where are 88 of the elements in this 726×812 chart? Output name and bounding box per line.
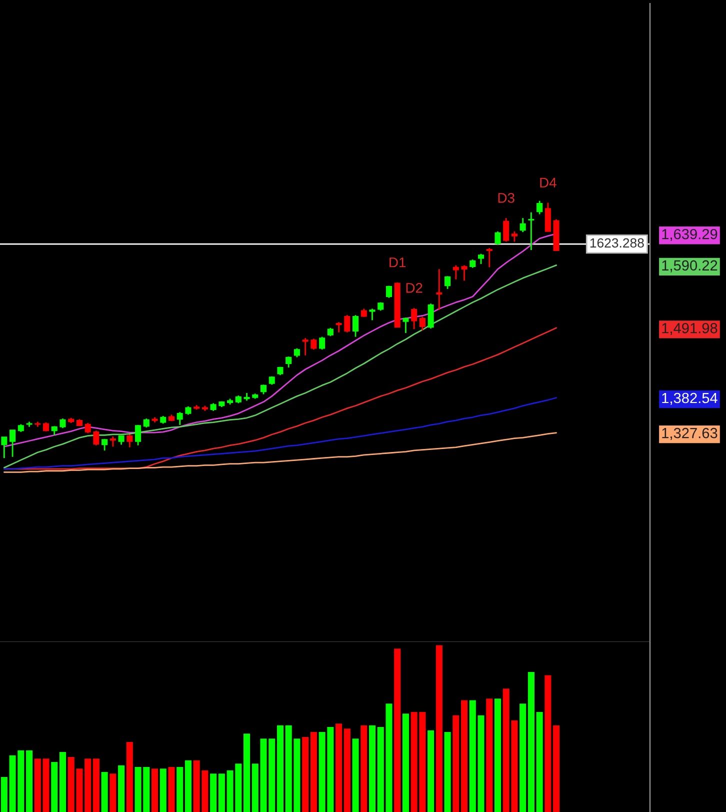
bar: [51, 762, 58, 812]
candlestick: [536, 200, 543, 215]
y-tick-label: 1,327.63: [662, 428, 718, 440]
bar: [244, 734, 250, 812]
candlestick: [428, 302, 434, 330]
candlestick: [478, 253, 484, 265]
bar: [101, 772, 108, 812]
candlestick: [126, 434, 133, 448]
candlestick: [60, 418, 66, 429]
bar: [394, 648, 401, 812]
bar: [110, 774, 116, 812]
bar: [118, 765, 125, 812]
y-tick-label: 1,590.22: [662, 260, 718, 272]
line-series: [3, 397, 557, 470]
bar: [276, 725, 284, 812]
bar: [352, 738, 359, 812]
candlestick: [503, 217, 510, 242]
bar: [544, 675, 552, 812]
candlestick: [176, 411, 183, 426]
candlestick: [544, 202, 551, 232]
bar: [368, 725, 376, 812]
bar: [428, 730, 434, 812]
bar: [553, 725, 560, 812]
bar: [168, 766, 175, 812]
bar: [536, 712, 543, 812]
bar: [461, 700, 468, 812]
candlestick: [444, 275, 451, 290]
candlestick: [419, 316, 426, 332]
y-tick-label: 1,382.54: [662, 392, 718, 405]
text: D2: [406, 283, 422, 293]
bar: [210, 774, 217, 812]
bar: [184, 760, 192, 812]
ref-line-label: 1623.288: [590, 238, 644, 248]
candlestick: [369, 308, 376, 321]
candlestick: [336, 321, 342, 334]
bar: [486, 698, 493, 812]
candlestick: [402, 316, 409, 334]
candlestick: [486, 247, 492, 268]
line-series: [3, 432, 557, 473]
bar: [310, 732, 317, 812]
candlestick: [494, 230, 501, 246]
bar: [0, 776, 8, 812]
candlestick: [352, 314, 359, 338]
bar: [528, 672, 534, 812]
bar: [360, 725, 368, 812]
bar: [151, 768, 158, 812]
bar: [402, 714, 409, 812]
candlestick: [310, 338, 317, 350]
candlestick: [10, 429, 16, 458]
bar: [494, 698, 501, 812]
candlestick: [110, 436, 116, 448]
candlestick: [452, 264, 459, 280]
bar: [26, 750, 33, 812]
candlestick: [93, 430, 100, 446]
candlestick: [411, 307, 418, 330]
bar: [302, 736, 309, 812]
candlestick: [461, 264, 468, 282]
candlestick: [528, 212, 534, 251]
y-tick-label: 1,639.29: [662, 228, 718, 241]
candlestick: [302, 337, 308, 356]
text: D1: [390, 258, 406, 268]
candlestick: [260, 384, 267, 395]
candlestick: [135, 424, 142, 446]
candlestick: [1, 436, 8, 459]
bar: [176, 766, 184, 812]
candlestick: [520, 217, 526, 233]
y-tick-label: 1,491.98: [662, 322, 718, 336]
bar: [444, 732, 451, 812]
bar: [92, 758, 100, 812]
bar: [218, 774, 225, 812]
bar: [452, 715, 460, 812]
bar: [84, 758, 92, 812]
candlestick: [344, 314, 350, 334]
candlestick: [436, 268, 442, 311]
candlestick: [319, 336, 326, 350]
text: D3: [498, 192, 514, 203]
bar: [436, 645, 442, 812]
bar: [160, 768, 166, 812]
candlestick: [511, 230, 518, 242]
bar: [520, 704, 526, 812]
bar: [59, 752, 66, 812]
text: D4: [540, 178, 556, 188]
bar: [344, 728, 350, 812]
bar: [336, 724, 342, 812]
candlestick: [84, 422, 91, 434]
candlestick: [386, 285, 392, 299]
bar: [126, 742, 133, 812]
candlestick: [286, 356, 292, 368]
